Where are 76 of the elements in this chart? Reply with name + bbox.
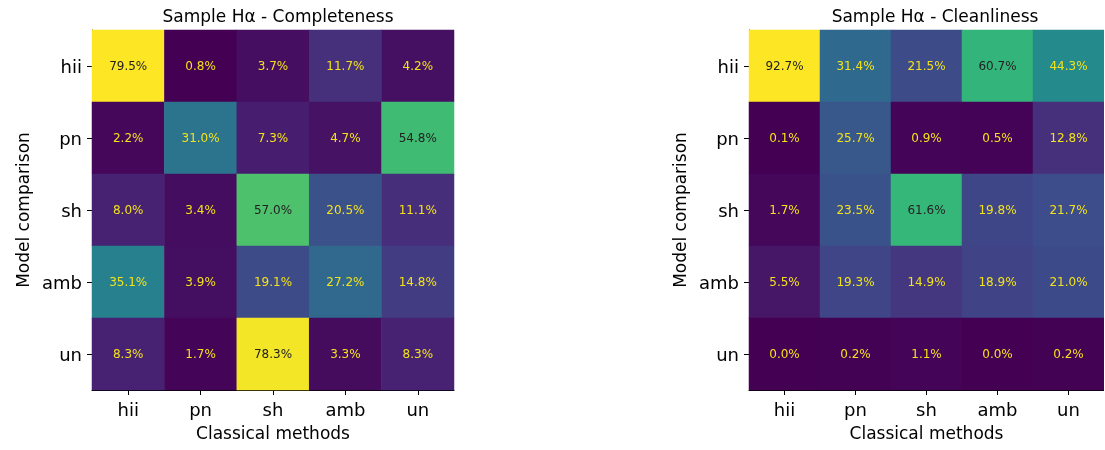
x-tick-label: amb	[977, 398, 1018, 420]
data-label: 11.1%	[398, 203, 437, 217]
data-label: 0.5%	[982, 131, 1013, 145]
data-label: 20.5%	[326, 203, 365, 217]
data-label: 1.1%	[911, 347, 942, 361]
chart-title: Sample Hα - Completeness	[162, 5, 394, 26]
data-label: 14.9%	[907, 275, 946, 289]
data-label: 4.7%	[330, 131, 361, 145]
data-label: 11.7%	[326, 59, 365, 73]
data-label: 0.2%	[840, 347, 871, 361]
y-axis-title: Model comparison	[12, 132, 33, 288]
data-label: 0.0%	[769, 347, 800, 361]
data-label: 3.7%	[257, 59, 289, 73]
data-label: 18.9%	[978, 275, 1017, 289]
data-label: 0.0%	[982, 347, 1013, 361]
data-label: 31.0%	[181, 131, 220, 145]
data-label: 21.5%	[907, 59, 946, 73]
data-label: 2.2%	[112, 131, 144, 145]
data-label: 5.5%	[769, 275, 800, 289]
data-label: 19.1%	[253, 275, 293, 289]
data-label: 19.3%	[836, 275, 875, 289]
data-label: 21.7%	[1049, 203, 1088, 217]
data-label: 61.6%	[907, 203, 946, 217]
data-label: 44.3%	[1049, 59, 1088, 73]
data-label: 12.8%	[1049, 131, 1088, 145]
x-axis-title: Classical methods	[196, 422, 351, 443]
y-tick-label: amb	[699, 271, 739, 293]
data-label: 3.3%	[330, 347, 361, 361]
data-label: 78.3%	[253, 347, 293, 361]
x-tick-label: sh	[916, 398, 937, 420]
data-label: 54.8%	[398, 131, 437, 145]
y-tick-label: pn	[59, 127, 82, 149]
data-label: 3.9%	[185, 275, 216, 289]
x-tick-label: sh	[262, 398, 284, 420]
data-label: 35.1%	[109, 275, 148, 289]
y-tick-label: hii	[717, 55, 739, 77]
data-label: 3.4%	[185, 203, 216, 217]
y-tick-label: sh	[718, 199, 739, 221]
y-tick-label: un	[716, 343, 739, 365]
y-tick-label: hii	[60, 55, 82, 77]
y-tick-label: pn	[716, 127, 739, 149]
data-label: 60.7%	[978, 59, 1017, 73]
data-label: 1.7%	[769, 203, 800, 217]
data-label: 7.3%	[257, 131, 289, 145]
data-label: 8.3%	[112, 347, 144, 361]
data-label: 8.0%	[112, 203, 144, 217]
data-label: 27.2%	[326, 275, 365, 289]
y-axis-title: Model comparison	[669, 132, 690, 288]
x-tick-label: un	[406, 398, 430, 420]
x-tick-label: un	[1057, 398, 1080, 420]
data-label: 25.7%	[836, 131, 875, 145]
data-label: 14.8%	[398, 275, 437, 289]
data-label: 57.0%	[253, 203, 293, 217]
data-label: 0.8%	[185, 59, 216, 73]
data-label: 0.1%	[769, 131, 800, 145]
chart-title: Sample Hα - Cleanliness	[831, 5, 1039, 26]
data-label: 21.0%	[1049, 275, 1088, 289]
data-label: 23.5%	[836, 203, 875, 217]
data-label: 0.2%	[1053, 347, 1084, 361]
data-label: 0.9%	[911, 131, 942, 145]
data-label: 1.7%	[185, 347, 216, 361]
x-tick-label: hii	[773, 398, 796, 420]
y-tick-label: amb	[42, 271, 82, 293]
data-label: 92.7%	[765, 59, 804, 73]
x-tick-label: pn	[189, 398, 213, 420]
x-tick-label: amb	[325, 398, 366, 420]
x-tick-label: pn	[844, 398, 867, 420]
data-label: 19.8%	[978, 203, 1017, 217]
data-label: 8.3%	[402, 347, 434, 361]
x-axis-title: Classical methods	[849, 422, 1004, 443]
data-label: 31.4%	[836, 59, 875, 73]
y-tick-label: sh	[61, 199, 82, 221]
x-tick-label: hii	[117, 398, 139, 420]
data-label: 4.2%	[402, 59, 434, 73]
data-label: 79.5%	[109, 59, 148, 73]
y-tick-label: un	[59, 343, 82, 365]
